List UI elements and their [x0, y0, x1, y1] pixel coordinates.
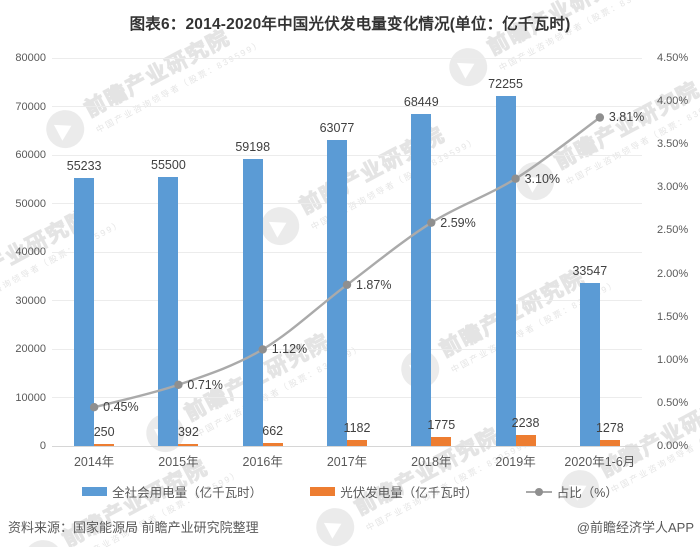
y-axis-label-left: 50000 [15, 197, 46, 210]
gridline [52, 445, 642, 447]
bar-total-consumption [327, 140, 347, 446]
bar-total-consumption [158, 176, 179, 446]
chart-legend: 全社会用电量（亿千瓦时） 光伏发电量（亿千瓦时） 占比（%） [0, 482, 700, 501]
bar-pv-generation [515, 435, 536, 446]
x-axis-label: 2017年 [326, 455, 368, 469]
x-axis-label: 2020年1-6月 [564, 455, 636, 469]
gridline [52, 348, 642, 350]
y-axis-label-left: 20000 [15, 343, 46, 355]
y-axis-label-right: 3.00% [657, 181, 689, 194]
bar-pv-generation [599, 439, 620, 446]
y-axis-label-right: 4.00% [657, 95, 689, 108]
legend-dot-icon [534, 487, 543, 496]
legend-label-pv-generation: 光伏发电量（亿千瓦时） [340, 486, 478, 500]
x-axis-label: 2016年 [242, 455, 283, 469]
bar-value-label: 250 [93, 425, 115, 439]
bar-pv-generation [347, 440, 367, 446]
chart-title: 图表6：2014-2020年中国光伏发电量变化情况(单位：亿千瓦时) [129, 16, 571, 33]
y-axis-label-left: 70000 [15, 100, 46, 113]
y-axis-label-left: 10000 [15, 391, 46, 404]
y-axis-label-left: 60000 [15, 149, 46, 161]
legend-line-marker-icon [525, 487, 552, 496]
bar-total-consumption [242, 158, 263, 446]
y-axis-label-right: 0.00% [657, 440, 689, 452]
y-axis-label-right: 4.50% [657, 52, 689, 64]
y-axis-label-left: 0 [39, 440, 46, 452]
legend-label-share: 占比（%） [556, 486, 618, 500]
bar-value-label: 63077 [319, 121, 355, 136]
bar-value-label: 59198 [235, 139, 271, 154]
y-axis-label-right: 0.50% [657, 396, 689, 409]
x-axis-label: 2019年 [495, 455, 536, 469]
x-axis-label: 2018年 [411, 455, 452, 469]
gridline [52, 154, 642, 156]
y-axis-label-left: 80000 [15, 52, 46, 64]
y-axis-label-right: 1.00% [657, 353, 689, 366]
bar-pv-generation [262, 442, 283, 446]
legend-label-total-consumption: 全社会用电量（亿千瓦时） [112, 486, 263, 500]
bar-value-label: 55500 [151, 157, 186, 172]
legend-swatch-blue [82, 487, 108, 496]
gridline [52, 300, 642, 301]
bar-total-consumption [495, 95, 516, 446]
x-axis-label: 2014年 [73, 455, 115, 469]
bar-value-label: 392 [177, 425, 199, 439]
line-marker-icon [595, 113, 605, 122]
gridline [52, 251, 642, 253]
bar-value-label: 72255 [488, 76, 523, 91]
credit-text: @前瞻经济学人APP [576, 520, 694, 535]
gridline [52, 203, 642, 204]
legend-item-share: 占比（%） [525, 482, 618, 501]
legend-swatch-orange [310, 487, 336, 496]
y-axis-label-right: 3.50% [657, 138, 689, 151]
y-axis-label-right: 2.00% [657, 267, 689, 280]
bar-value-label: 55233 [66, 159, 102, 174]
line-point-label: 2.59% [440, 215, 476, 230]
data-source-text: 资料来源：国家能源局 前瞻产业研究院整理 [8, 520, 259, 535]
bar-pv-generation [94, 444, 115, 446]
bar-total-consumption [74, 178, 95, 446]
gridline [52, 106, 642, 107]
bar-total-consumption [411, 114, 432, 446]
y-axis-label-left: 30000 [15, 294, 46, 307]
bar-value-label: 662 [262, 423, 284, 438]
bar-value-label: 1182 [343, 421, 371, 436]
legend-item-pv-generation: 光伏发电量（亿千瓦时） [310, 482, 478, 501]
gridline [52, 397, 642, 398]
line-point-label: 0.45% [103, 400, 139, 415]
line-point-label: 1.12% [271, 342, 308, 357]
gridline [52, 57, 642, 59]
bar-value-label: 2238 [511, 416, 540, 431]
bar-value-label: 1278 [595, 420, 624, 435]
bar-value-label: 68449 [403, 95, 439, 110]
line-point-label: 3.81% [608, 110, 645, 125]
bar-pv-generation [431, 437, 452, 446]
line-point-label: 0.71% [187, 377, 223, 392]
line-point-label: 1.87% [356, 277, 392, 292]
bar-value-label: 1775 [427, 418, 456, 433]
legend-item-total-consumption: 全社会用电量（亿千瓦时） [82, 482, 262, 501]
line-point-label: 3.10% [524, 171, 561, 186]
bar-value-label: 33547 [572, 264, 608, 279]
y-axis-label-right: 1.50% [657, 310, 689, 323]
bar-pv-generation [178, 444, 199, 446]
y-axis-label-left: 40000 [15, 246, 46, 258]
y-axis-label-right: 2.50% [657, 224, 689, 237]
